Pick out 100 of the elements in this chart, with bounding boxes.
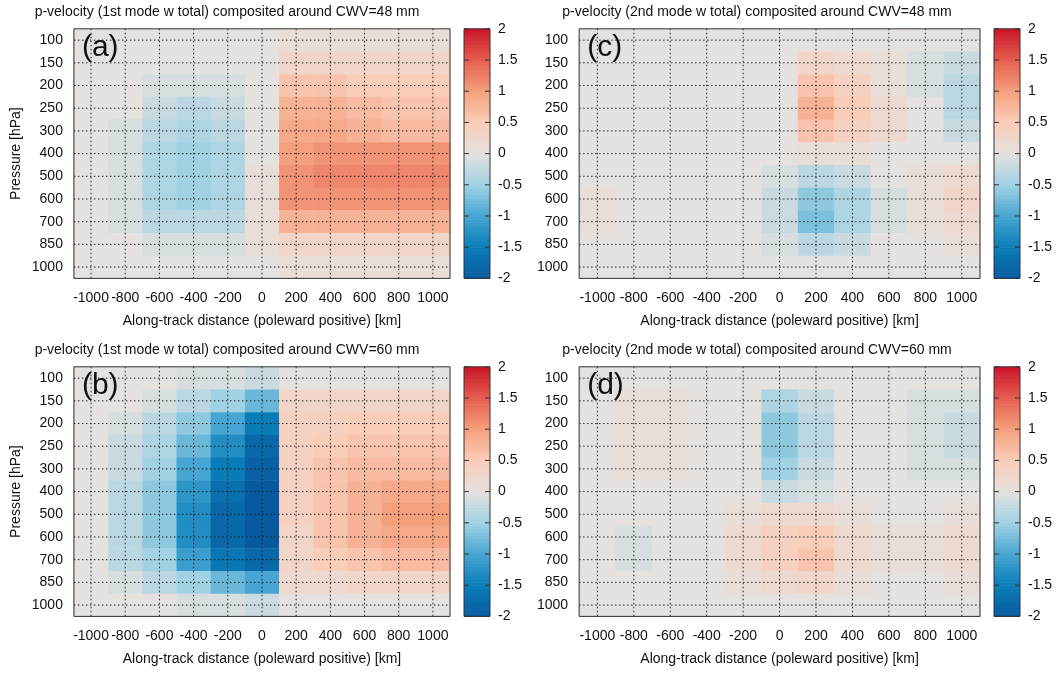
y-tick-label: 150 xyxy=(544,391,569,408)
y-tick-label: 600 xyxy=(544,527,569,544)
y-tick-label: 300 xyxy=(544,121,569,138)
y-tick-label: 1000 xyxy=(536,257,569,274)
color-bar-label: -1 xyxy=(498,206,511,223)
x-tick-label: 600 xyxy=(352,288,377,305)
color-bar-label: -1 xyxy=(1028,544,1041,561)
y-tick-label: 150 xyxy=(544,53,569,70)
color-bar-label: -0.5 xyxy=(498,513,523,530)
y-tick-label: 300 xyxy=(544,459,569,476)
x-tick-label: 0 xyxy=(775,626,784,643)
y-tick-label: 400 xyxy=(544,144,569,161)
y-tick-label: 500 xyxy=(544,167,569,184)
x-tick-label: -1000 xyxy=(579,626,616,643)
color-bar-label: 1.5 xyxy=(498,50,518,67)
x-tick-label: 600 xyxy=(352,626,377,643)
x-tick-label: 600 xyxy=(877,288,901,305)
y-tick-label: 600 xyxy=(39,189,64,206)
y-tick-label: 500 xyxy=(39,505,64,522)
x-tick-label: -400 xyxy=(692,288,721,305)
y-tick-label: 500 xyxy=(39,167,64,184)
color-bar-label: -2 xyxy=(498,607,511,624)
x-tick-label: -200 xyxy=(729,288,758,305)
color-bar-label: 1 xyxy=(1028,420,1036,437)
color-bar-label: 0 xyxy=(1028,482,1036,499)
y-tick-label: 200 xyxy=(544,414,569,431)
y-tick-label: 1000 xyxy=(31,595,64,612)
x-tick-label: -600 xyxy=(656,626,685,643)
y-tick-label: 850 xyxy=(544,573,569,590)
x-tick-label: -800 xyxy=(619,288,649,305)
annotation: (b) xyxy=(81,367,119,401)
color-bar-label: 2 xyxy=(498,357,506,374)
color-bar-label: -0.5 xyxy=(1028,175,1053,192)
y-axis-title: Pressure [hPa] xyxy=(7,445,24,538)
x-tick-label: 0 xyxy=(258,626,267,643)
x-tick-label: 1000 xyxy=(417,288,449,305)
chart-title: p-velocity (2nd mode w total) composited around CWV=48 mm xyxy=(562,3,952,20)
color-bar-label: 2 xyxy=(1028,19,1036,36)
color-bar-label: 0 xyxy=(1028,144,1036,161)
x-tick-label: 0 xyxy=(258,288,267,305)
annotation: (c) xyxy=(587,29,623,63)
y-tick-label: 100 xyxy=(544,31,569,47)
color-bar-label: -1.5 xyxy=(498,238,523,255)
color-bar-label: -2 xyxy=(498,269,511,286)
color-bar-label: -1.5 xyxy=(498,576,523,593)
y-tick-label: 700 xyxy=(544,550,569,567)
color-bar-label: -2 xyxy=(1028,607,1041,624)
x-tick-label: 1000 xyxy=(946,626,978,643)
y-tick-label: 200 xyxy=(39,414,64,431)
x-axis-title: Along-track distance (poleward positive) [km] xyxy=(122,650,402,667)
y-tick-label: 250 xyxy=(544,99,569,116)
x-tick-label: -200 xyxy=(213,626,242,643)
x-tick-label: 1000 xyxy=(417,626,449,643)
x-tick-label: -200 xyxy=(729,626,758,643)
y-tick-label: 600 xyxy=(39,527,64,544)
color-bar-label: -2 xyxy=(1028,269,1041,286)
color-bar-label: 0 xyxy=(498,482,506,499)
x-tick-label: -800 xyxy=(111,288,140,305)
x-tick-label: 200 xyxy=(804,626,828,643)
color-bar-label: -1.5 xyxy=(1028,238,1053,255)
x-axis-title: Along-track distance (poleward positive) [km] xyxy=(640,650,919,667)
y-tick-label: 400 xyxy=(544,482,569,499)
chart-title: p-velocity (1st mode w total) composited around CWV=60 mm xyxy=(34,341,420,358)
color-bar-label: 1 xyxy=(498,420,506,437)
x-tick-label: -600 xyxy=(145,626,174,643)
y-tick-label: 400 xyxy=(39,144,64,161)
x-tick-label: 400 xyxy=(318,288,343,305)
y-tick-label: 700 xyxy=(39,550,64,567)
x-tick-label: 0 xyxy=(775,288,784,305)
x-tick-label: -800 xyxy=(619,626,649,643)
y-tick-label: 100 xyxy=(39,31,64,47)
y-tick-label: 250 xyxy=(39,99,64,116)
color-bar-label: -1.5 xyxy=(1028,576,1053,593)
x-tick-label: -800 xyxy=(111,626,140,643)
y-tick-label: 1000 xyxy=(31,257,64,274)
color-bar-label: 0.5 xyxy=(1028,451,1048,468)
y-tick-label: 700 xyxy=(39,212,64,229)
color-bar-label: 1.5 xyxy=(498,388,518,405)
annotation: (d) xyxy=(587,367,624,401)
x-tick-label: 400 xyxy=(840,626,865,643)
x-axis-title: Along-track distance (poleward positive) [km] xyxy=(122,312,402,329)
y-tick-label: 250 xyxy=(39,437,64,454)
y-tick-label: 850 xyxy=(544,235,569,252)
y-tick-label: 250 xyxy=(544,437,569,454)
x-tick-label: -1000 xyxy=(579,288,616,305)
x-tick-label: -400 xyxy=(179,626,208,643)
x-tick-label: 1000 xyxy=(946,288,978,305)
y-tick-label: 200 xyxy=(39,76,64,93)
color-bar-label: 0.5 xyxy=(498,113,518,130)
x-tick-label: 600 xyxy=(877,626,901,643)
color-bar-label: 1 xyxy=(498,82,506,99)
color-bar-label: 0 xyxy=(498,144,506,161)
color-bar-label: -0.5 xyxy=(1028,513,1053,530)
x-tick-label: 800 xyxy=(913,288,938,305)
x-tick-label: -400 xyxy=(692,626,721,643)
color-bar-label: -1 xyxy=(1028,206,1041,223)
color-bar-label: 0.5 xyxy=(1028,113,1048,130)
x-tick-label: -1000 xyxy=(73,626,110,643)
x-tick-label: -600 xyxy=(145,288,174,305)
x-axis-title: Along-track distance (poleward positive) [km] xyxy=(640,312,919,329)
